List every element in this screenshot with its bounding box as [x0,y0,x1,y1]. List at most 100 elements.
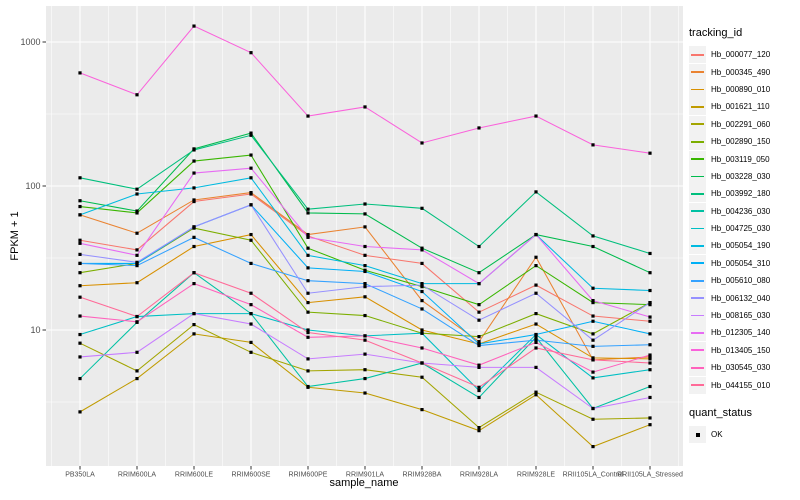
legend-key-line-icon [689,324,706,342]
data-point [591,300,595,305]
data-point [534,393,538,397]
legend-line-swatch [691,366,704,369]
legend-line-swatch [691,332,704,334]
data-point [135,350,139,354]
data-point [534,332,538,337]
data-point [648,355,652,359]
legend-item-label: Hb_004725_030 [711,224,771,234]
data-point [648,368,652,372]
legend-line-swatch [691,71,704,73]
data-point [420,346,424,350]
data-point [363,313,367,318]
data-point [192,171,196,175]
data-point [306,211,310,215]
legend-line-swatch [691,158,704,160]
legend-item-label: Hb_030545_030 [711,363,771,373]
data-point [306,310,310,314]
data-point [534,232,538,237]
data-point [534,390,538,394]
data-point [648,151,652,155]
legend-item-label: Hb_003119_050 [711,154,770,164]
data-point [135,260,139,264]
data-point [534,322,538,326]
data-point [420,289,424,294]
y-axis-title: FPKM + 1 [9,211,21,261]
data-point [363,105,367,109]
data-point [363,391,367,395]
data-point [648,300,652,305]
data-point [591,417,595,421]
legend-line-swatch [691,140,704,143]
data-point [534,264,538,268]
data-point [534,255,538,259]
legend-line-swatch [691,53,704,56]
data-point [648,288,652,293]
legend-key-point-icon [689,426,706,443]
data-point [249,350,253,354]
data-point [648,303,652,307]
legend-item: Hb_000077_120 [689,46,799,64]
data-point [78,252,82,256]
data-point [648,353,652,357]
data-point [192,323,196,327]
legend-line-swatch [691,279,704,282]
data-point [591,344,595,348]
data-point [648,343,652,347]
legend-key-line-icon [689,98,706,116]
legend-item-label: Hb_003228_030 [711,171,771,181]
data-point [363,376,367,381]
data-point [591,286,595,290]
legend-item: Hb_004236_030 [689,202,799,220]
data-point [363,338,367,342]
legend-key-line-icon [689,237,706,255]
data-point [591,358,595,362]
x-tick-label: RRIM600LE [175,472,213,479]
data-point [192,186,196,190]
data-point [78,71,82,75]
data-point [306,384,310,389]
legend-line-swatch [691,227,704,230]
data-point [477,244,481,249]
data-point [135,248,139,252]
data-point [135,211,139,215]
data-point [648,423,652,427]
data-point [534,335,538,339]
legend-line-swatch [691,175,704,178]
legend-line-swatch [691,262,704,265]
x-tick-label: RRIM928BA [403,472,442,479]
legend-items: Hb_000077_120 Hb_000345_490 Hb_000890_010 H… [689,46,799,394]
data-point [306,291,310,295]
legend-item: Hb_000345_490 [689,63,799,81]
legend-key-line-icon [689,341,706,359]
legend-item-label: Hb_001621_110 [711,102,770,112]
legend-title-tracking-id: tracking_id [689,27,743,39]
data-point [192,225,196,229]
data-point [591,319,595,323]
data-point [78,271,82,275]
data-point [192,244,196,249]
data-point [591,406,595,411]
data-point [78,241,82,245]
data-point [135,376,139,381]
data-point [420,299,424,303]
legend-item: Hb_005054_310 [689,254,799,272]
data-point [477,318,481,322]
data-point [363,264,367,268]
data-point [192,24,196,28]
data-point [477,282,481,286]
legend-key-line-icon [689,272,706,290]
legend-item-label: Hb_000890_010 [711,84,771,94]
x-axis-title: sample_name [329,477,399,489]
legend-key-line-icon [689,359,706,377]
data-point [192,311,196,316]
x-tick-label: RRIM600PE [289,472,328,479]
y-tick-label: 1000 [20,37,40,47]
legend-title-quant-status: quant_status [689,406,752,419]
quant-legend-item: OK [689,426,799,443]
legend-line-swatch [691,349,704,352]
data-point [192,148,196,152]
data-point [477,303,481,307]
legend-item-label: Hb_044155_010 [711,380,771,390]
data-point [249,238,253,242]
